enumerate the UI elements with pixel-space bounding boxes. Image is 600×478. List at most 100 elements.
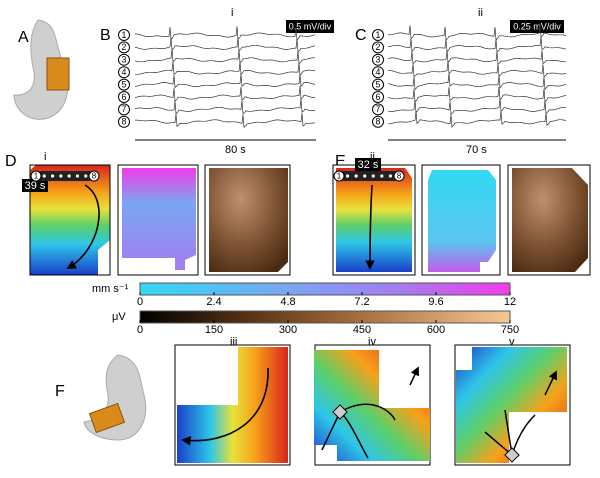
- channel-marker: [372, 66, 384, 79]
- stomach-icon: [83, 354, 147, 441]
- channel-label: 8: [122, 117, 127, 127]
- panel-label: A: [18, 29, 29, 46]
- channel-label: 3: [376, 55, 381, 65]
- channel-label: 8: [397, 172, 402, 181]
- tick-label: 2.4: [206, 296, 221, 308]
- trace: [387, 111, 567, 128]
- channel-label: 7: [122, 104, 127, 114]
- channel-marker: [372, 78, 384, 91]
- electrode: [67, 174, 71, 178]
- electrode: [354, 174, 358, 178]
- colorbar: [139, 282, 511, 296]
- channel-marker: [372, 41, 384, 54]
- trace: [387, 50, 566, 66]
- trace: [388, 61, 567, 78]
- panel-label: E: [335, 153, 346, 170]
- channel-marker: [118, 53, 130, 66]
- trace: [134, 74, 316, 89]
- sublabel: i: [231, 7, 233, 19]
- trace: [134, 37, 316, 53]
- electrode-strip: [339, 171, 399, 181]
- channel-marker: [372, 103, 384, 116]
- channel-marker: [372, 115, 384, 128]
- trace: [134, 48, 316, 65]
- amplitude-map: [204, 164, 291, 276]
- trace: [135, 26, 316, 41]
- scale-label: 0.25 mV/div: [513, 21, 561, 31]
- channel-marker: [118, 29, 130, 41]
- trace: [387, 87, 567, 103]
- scale-box: [510, 20, 564, 33]
- channel-marker: [118, 91, 130, 103]
- time-box: [355, 158, 381, 171]
- tick-label: 12: [504, 296, 516, 308]
- channel-marker: [118, 41, 130, 54]
- tick-label: 4.8: [280, 296, 295, 308]
- channel-label: 8: [92, 172, 97, 181]
- channel-label: 5: [376, 79, 381, 89]
- channel-marker: [88, 170, 100, 182]
- electrode: [75, 174, 80, 178]
- channel-label: 1: [337, 172, 342, 181]
- electrode: [59, 174, 63, 178]
- trace: [387, 73, 567, 91]
- channel-label: 4: [376, 67, 381, 77]
- tick-label: 9.6: [428, 296, 443, 308]
- channel-marker: [372, 91, 384, 103]
- amplitude-map: [507, 164, 591, 276]
- electrode: [380, 174, 384, 178]
- panel-label: D: [5, 153, 17, 170]
- velocity-map: [117, 164, 199, 276]
- channel-marker: [118, 66, 130, 79]
- channel-marker: [372, 29, 384, 41]
- sublabel: iii: [230, 336, 237, 348]
- electrode: [42, 174, 46, 178]
- electrode: [50, 174, 55, 178]
- tick-label: 300: [279, 324, 297, 336]
- time-label: 80 s: [225, 144, 246, 156]
- trace: [135, 113, 316, 129]
- panel-label: B: [100, 27, 111, 44]
- channel-label: 1: [376, 30, 381, 40]
- scale-label: 0.5 mV/div: [289, 21, 332, 31]
- electrode: [371, 174, 375, 178]
- trace: [134, 99, 316, 115]
- activation-map: [454, 344, 571, 466]
- time-label: 70 s: [466, 144, 487, 156]
- stomach-icon: [13, 19, 70, 120]
- channel-label: 6: [122, 92, 127, 102]
- tick-label: 150: [205, 324, 223, 336]
- channel-label: 8: [376, 117, 381, 127]
- electrode: [363, 174, 367, 178]
- channel-marker: [118, 115, 130, 128]
- sublabel: ii: [478, 7, 483, 19]
- electrode-strip: [36, 171, 94, 181]
- trace: [387, 98, 566, 115]
- sublabel: i: [44, 151, 46, 163]
- velocity-map: [421, 164, 501, 276]
- channel-label: 3: [122, 55, 127, 65]
- channel-label: 2: [376, 42, 381, 52]
- trace: [134, 86, 315, 103]
- colorbar-label: mm s⁻¹: [92, 283, 129, 295]
- sublabel: ii: [370, 151, 375, 163]
- tick-label: 600: [427, 324, 445, 336]
- colorbar: [139, 310, 511, 324]
- channel-marker: [372, 53, 384, 66]
- time-label: 32 s: [358, 159, 379, 171]
- sublabel: iv: [368, 336, 376, 348]
- channel-marker: [118, 78, 130, 91]
- channel-marker: [393, 170, 405, 182]
- time-box: [22, 179, 48, 192]
- channel-label: 2: [122, 42, 127, 52]
- electrode: [388, 174, 393, 178]
- channel-marker: [30, 170, 42, 182]
- time-label: 39 s: [25, 180, 46, 192]
- activation-map: [314, 344, 431, 466]
- channel-label: 7: [376, 104, 381, 114]
- trace: [387, 36, 567, 53]
- activation-map: [332, 164, 416, 276]
- channel-marker: [118, 103, 130, 116]
- channel-label: 1: [122, 30, 127, 40]
